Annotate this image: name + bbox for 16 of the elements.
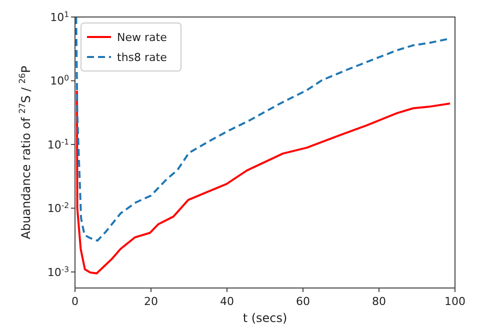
legend-label: New rate (117, 31, 168, 44)
y-tick-label: 10$^{-2}$ (47, 200, 70, 216)
y-tick-label: 10$^{1}$ (50, 10, 70, 24)
x-axis-title: t (secs) (242, 311, 288, 325)
x-tick-label: 80 (372, 295, 386, 308)
y-tick-label: 10$^{0}$ (50, 73, 70, 88)
line-series (76, 90, 452, 274)
x-tick-label: 40 (220, 295, 234, 308)
x-tick-label: 60 (296, 295, 310, 308)
x-tick-label: 20 (144, 295, 158, 308)
x-tick-label: 100 (444, 295, 466, 308)
x-tick-label: 0 (72, 295, 78, 308)
legend-label: ths8 rate (117, 51, 168, 64)
line-series (75, 17, 448, 242)
y-tick-label: 10$^{-1}$ (47, 136, 70, 152)
y-tick-label: 10$^{-3}$ (47, 264, 70, 279)
